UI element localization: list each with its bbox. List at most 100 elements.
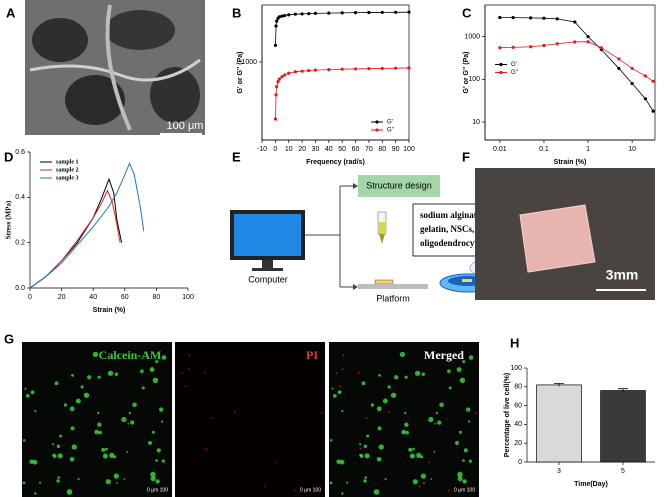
data-point xyxy=(353,67,358,71)
cell xyxy=(439,402,444,408)
panel-letter: C xyxy=(462,5,472,20)
cell xyxy=(155,360,159,364)
cell xyxy=(69,456,75,462)
cell xyxy=(364,476,368,479)
series-line xyxy=(29,189,121,289)
data-point xyxy=(300,12,304,16)
cell xyxy=(332,393,337,398)
cell xyxy=(116,482,118,484)
bar xyxy=(536,384,582,463)
legend-label: G'' xyxy=(511,70,518,76)
cell xyxy=(83,392,90,398)
cell xyxy=(156,448,161,453)
x-tick-label: 70 xyxy=(365,146,373,153)
cell xyxy=(361,381,366,386)
cell xyxy=(161,459,165,463)
cell xyxy=(70,426,75,431)
data-point xyxy=(529,16,533,20)
cell xyxy=(32,459,38,465)
legend-label: G' xyxy=(387,120,393,126)
legend-marker xyxy=(499,62,503,67)
cell xyxy=(399,351,406,358)
dead-cell xyxy=(264,485,267,488)
y-tick-label: 100 xyxy=(468,76,480,83)
cell xyxy=(97,411,100,415)
x-tick-label: 0.01 xyxy=(493,146,507,153)
cell xyxy=(71,444,77,450)
scaffold-photo xyxy=(475,168,655,300)
cell xyxy=(467,420,471,423)
x-tick-label: 60 xyxy=(121,294,129,301)
x-tick-label: -10 xyxy=(257,146,267,153)
x-tick-label: 0 xyxy=(273,146,277,153)
x-axis-label: Strain (%) xyxy=(554,159,587,166)
panel-letter: G xyxy=(4,331,14,346)
x-tick-label: 100 xyxy=(403,146,415,153)
cell xyxy=(147,440,153,445)
panel-letter: F xyxy=(462,149,470,164)
cell xyxy=(414,370,421,376)
cell xyxy=(52,443,55,446)
y-tick-label: 60 xyxy=(514,402,522,409)
cell xyxy=(98,430,102,435)
cell xyxy=(59,434,63,438)
x-tick-label: 80 xyxy=(153,294,161,301)
data-point xyxy=(277,77,281,81)
image-label: Merged xyxy=(424,348,464,362)
cell xyxy=(448,386,452,390)
cell xyxy=(462,459,465,462)
y-tick-label: 1000 xyxy=(241,59,257,66)
image-scale: 0 μm 100 xyxy=(147,487,168,493)
cell xyxy=(346,481,349,484)
cell xyxy=(57,476,61,479)
dead-cell xyxy=(181,372,184,374)
x-tick-label: 50 xyxy=(338,146,346,153)
dead-cell xyxy=(448,489,450,492)
cell xyxy=(428,416,434,423)
y-axis-label: G' or G'' (Pa) xyxy=(237,52,244,94)
cell xyxy=(454,440,460,445)
legend-label: sample 2 xyxy=(56,167,79,173)
cell xyxy=(404,375,408,379)
dead-cell xyxy=(294,489,296,492)
platform-label: Platform xyxy=(376,293,410,303)
image-scale: 0 μm 100 xyxy=(300,487,321,493)
cell xyxy=(150,471,156,478)
cell xyxy=(329,439,333,442)
cell xyxy=(423,482,425,484)
dead-cell xyxy=(341,368,344,370)
cell xyxy=(457,476,463,482)
data-point xyxy=(340,67,344,71)
cell xyxy=(22,439,26,442)
data-point xyxy=(283,13,287,18)
cell xyxy=(80,385,84,389)
legend-label: sample 3 xyxy=(56,175,79,181)
x-tick-label: 40 xyxy=(325,146,333,153)
cell xyxy=(376,456,382,462)
data-point xyxy=(367,67,371,71)
cell xyxy=(376,406,382,412)
cell xyxy=(34,492,37,495)
cell xyxy=(404,411,407,415)
x-tick-label: 1 xyxy=(586,146,590,153)
cell xyxy=(359,443,362,446)
data-point xyxy=(498,15,502,20)
y-tick-label: 0.2 xyxy=(15,240,25,247)
data-point xyxy=(276,80,280,84)
series-line xyxy=(275,11,410,46)
cell xyxy=(71,373,74,377)
cell xyxy=(405,430,409,435)
data-point xyxy=(651,109,655,113)
data-point xyxy=(555,42,559,46)
cell xyxy=(421,372,426,376)
series-line xyxy=(499,17,654,112)
y-tick-label: 0.4 xyxy=(15,194,25,201)
cell xyxy=(39,481,42,484)
data-point xyxy=(283,73,287,77)
cell xyxy=(75,398,81,404)
sem-image xyxy=(25,0,205,135)
dead-cell xyxy=(365,417,368,419)
cell xyxy=(121,416,127,423)
cell xyxy=(63,403,68,407)
data-point xyxy=(274,24,278,28)
